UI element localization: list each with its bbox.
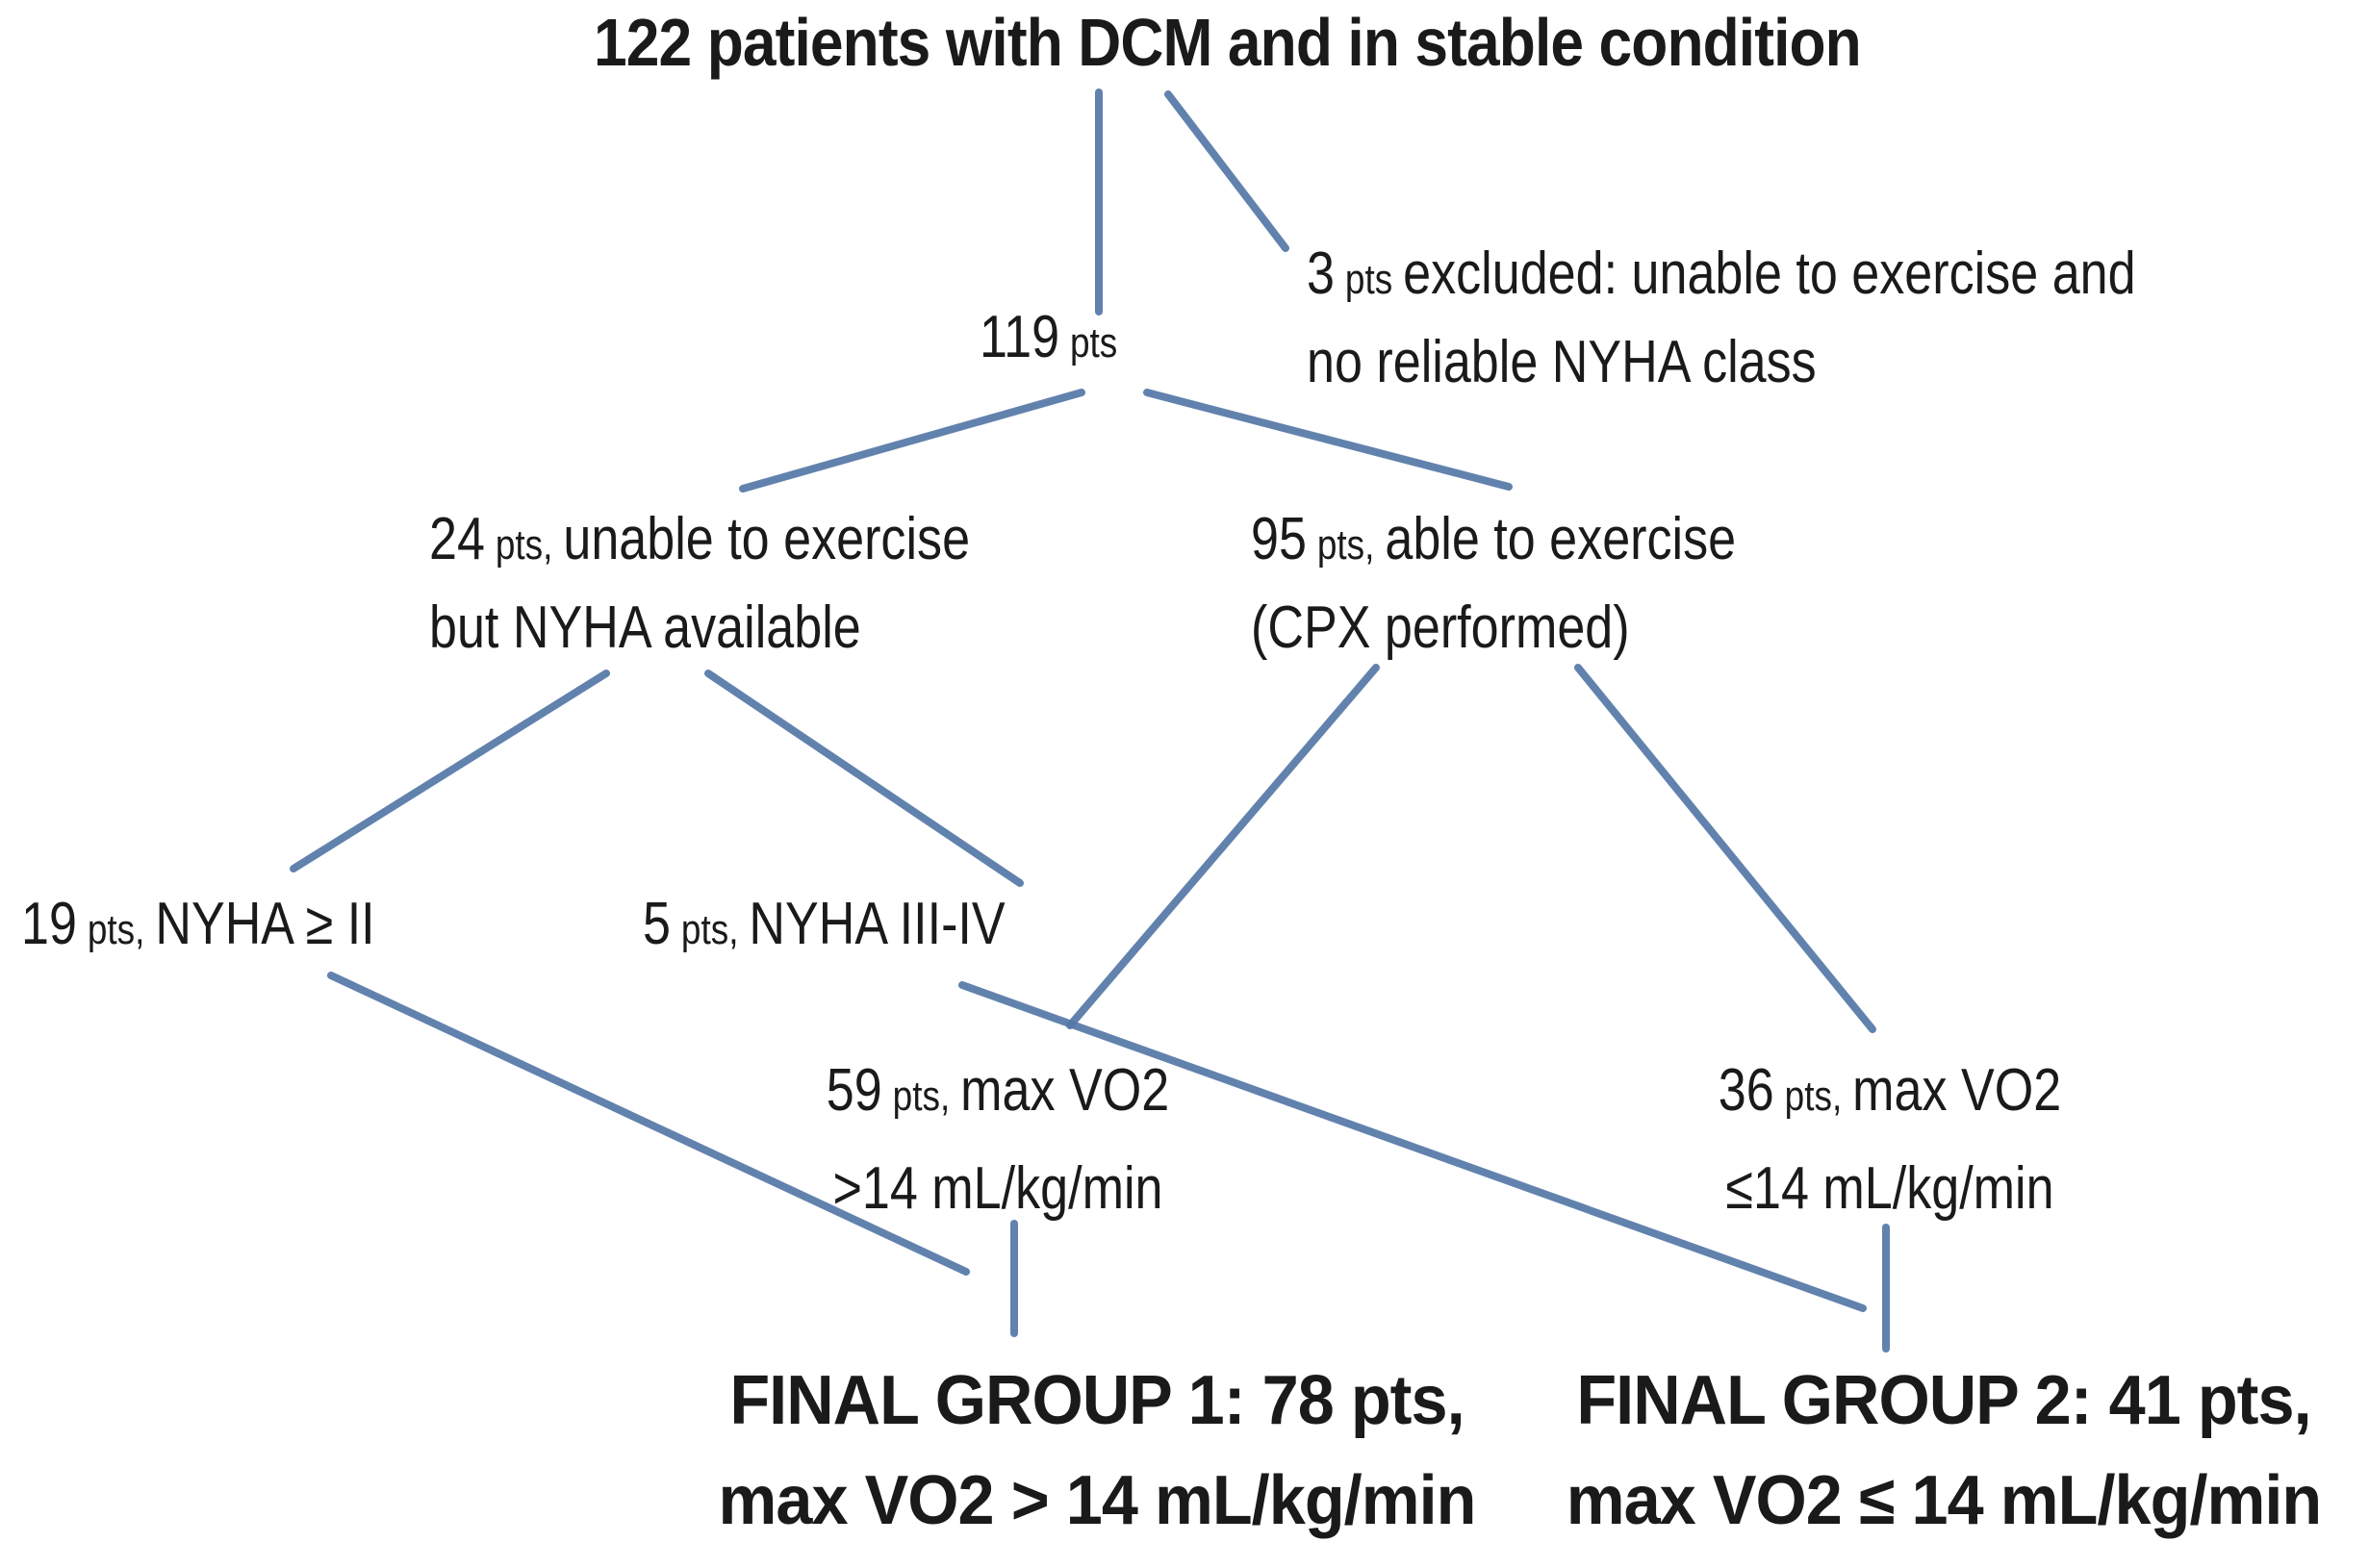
node-19-nyha-ge-2: 19 pts, NYHA ≥ II <box>21 883 375 972</box>
unit-label: pts, <box>1316 521 1375 569</box>
node-description: able to exercise <box>1385 506 1737 572</box>
node-line-1: 95 pts, able to exercise <box>1251 498 1736 587</box>
connector-line-n24-to-n19 <box>290 670 610 873</box>
excluded-reason: excluded: unable to exercise and <box>1403 240 2136 307</box>
node-line-2: but NYHA available <box>429 594 861 661</box>
final-group-2-line-1: FINAL GROUP 2: 41 pts, <box>1576 1362 2311 1439</box>
excluded-line-2: no reliable NYHA class <box>1307 329 1817 395</box>
node-line-1: 36 pts, max VO2 <box>1688 1045 2092 1143</box>
unit-label: pts, <box>892 1073 951 1120</box>
node-95-able-to-exercise: 95 pts, able to exercise (CPX performed) <box>1251 498 1736 670</box>
patient-count: 24 <box>429 506 485 572</box>
connector-line-title-to-excluded <box>1164 90 1289 252</box>
node-24-unable-to-exercise: 24 pts, unable to exercise but NYHA availa… <box>429 498 970 670</box>
node-line-2: >14 mL/kg/min <box>832 1155 1163 1222</box>
patient-count: 5 <box>643 891 671 957</box>
node-5-nyha-3-4: 5 pts, NYHA III-IV <box>643 883 1006 972</box>
node-title-122-patients: 122 patients with DCM and in stable cond… <box>594 5 1862 80</box>
unit-label: pts, <box>495 521 553 569</box>
connector-line-n19-to-group1 <box>327 972 970 1276</box>
patient-count: 95 <box>1251 506 1307 572</box>
final-group-1-line-1: FINAL GROUP 1: 78 pts, <box>729 1362 1465 1439</box>
node-description: unable to exercise <box>563 506 971 572</box>
patient-count: 59 <box>826 1057 882 1124</box>
patient-count: 36 <box>1718 1057 1774 1124</box>
final-group-1-line-2: max VO2 > 14 mL/kg/min <box>718 1462 1477 1539</box>
node-description: max VO2 <box>1852 1057 2062 1124</box>
node-final-group-1: FINAL GROUP 1: 78 pts, max VO2 > 14 mL/k… <box>686 1351 1509 1551</box>
node-line-1: 24 pts, unable to exercise <box>429 498 970 587</box>
final-group-2-line-2: max VO2 ≤ 14 mL/kg/min <box>1566 1462 2322 1539</box>
node-3-excluded: 3 pts excluded: unable to exercise and no … <box>1307 233 2136 404</box>
patient-count: 3 <box>1307 240 1335 307</box>
node-line-1: 59 pts, max VO2 <box>796 1045 1200 1143</box>
node-119-pts: 119 pts <box>980 296 1128 385</box>
node-description: NYHA III-IV <box>749 891 1006 957</box>
node-line-2: ≤14 mL/kg/min <box>1725 1155 2054 1222</box>
node-59-vo2-above-14: 59 pts, max VO2 >14 mL/kg/min <box>796 1045 1200 1235</box>
connector-line-n24-to-n5 <box>704 670 1024 887</box>
excluded-line-1: 3 pts excluded: unable to exercise and <box>1307 233 2136 321</box>
connector-line-n119-to-n95 <box>1143 389 1513 491</box>
node-line-2: (CPX performed) <box>1251 594 1630 661</box>
unit-label: pts, <box>680 906 739 953</box>
connector-line-n95-to-n36 <box>1574 664 1876 1033</box>
unit-label: pts <box>1069 319 1118 367</box>
connector-line-n119-to-n24 <box>739 389 1085 493</box>
connector-line-n95-to-n59 <box>1066 664 1380 1029</box>
connector-line-n5-to-group2 <box>958 981 1867 1312</box>
node-description: max VO2 <box>960 1057 1170 1124</box>
patient-count: 119 <box>980 304 1060 370</box>
patient-count: 19 <box>21 891 77 957</box>
node-final-group-2: FINAL GROUP 2: 41 pts, max VO2 ≤ 14 mL/k… <box>1533 1351 2356 1551</box>
unit-label: pts, <box>1784 1073 1843 1120</box>
unit-label: pts, <box>87 906 145 953</box>
node-description: NYHA ≥ II <box>155 891 375 957</box>
unit-label: pts <box>1344 256 1393 303</box>
node-36-vo2-below-14: 36 pts, max VO2 ≤14 mL/kg/min <box>1688 1045 2092 1235</box>
